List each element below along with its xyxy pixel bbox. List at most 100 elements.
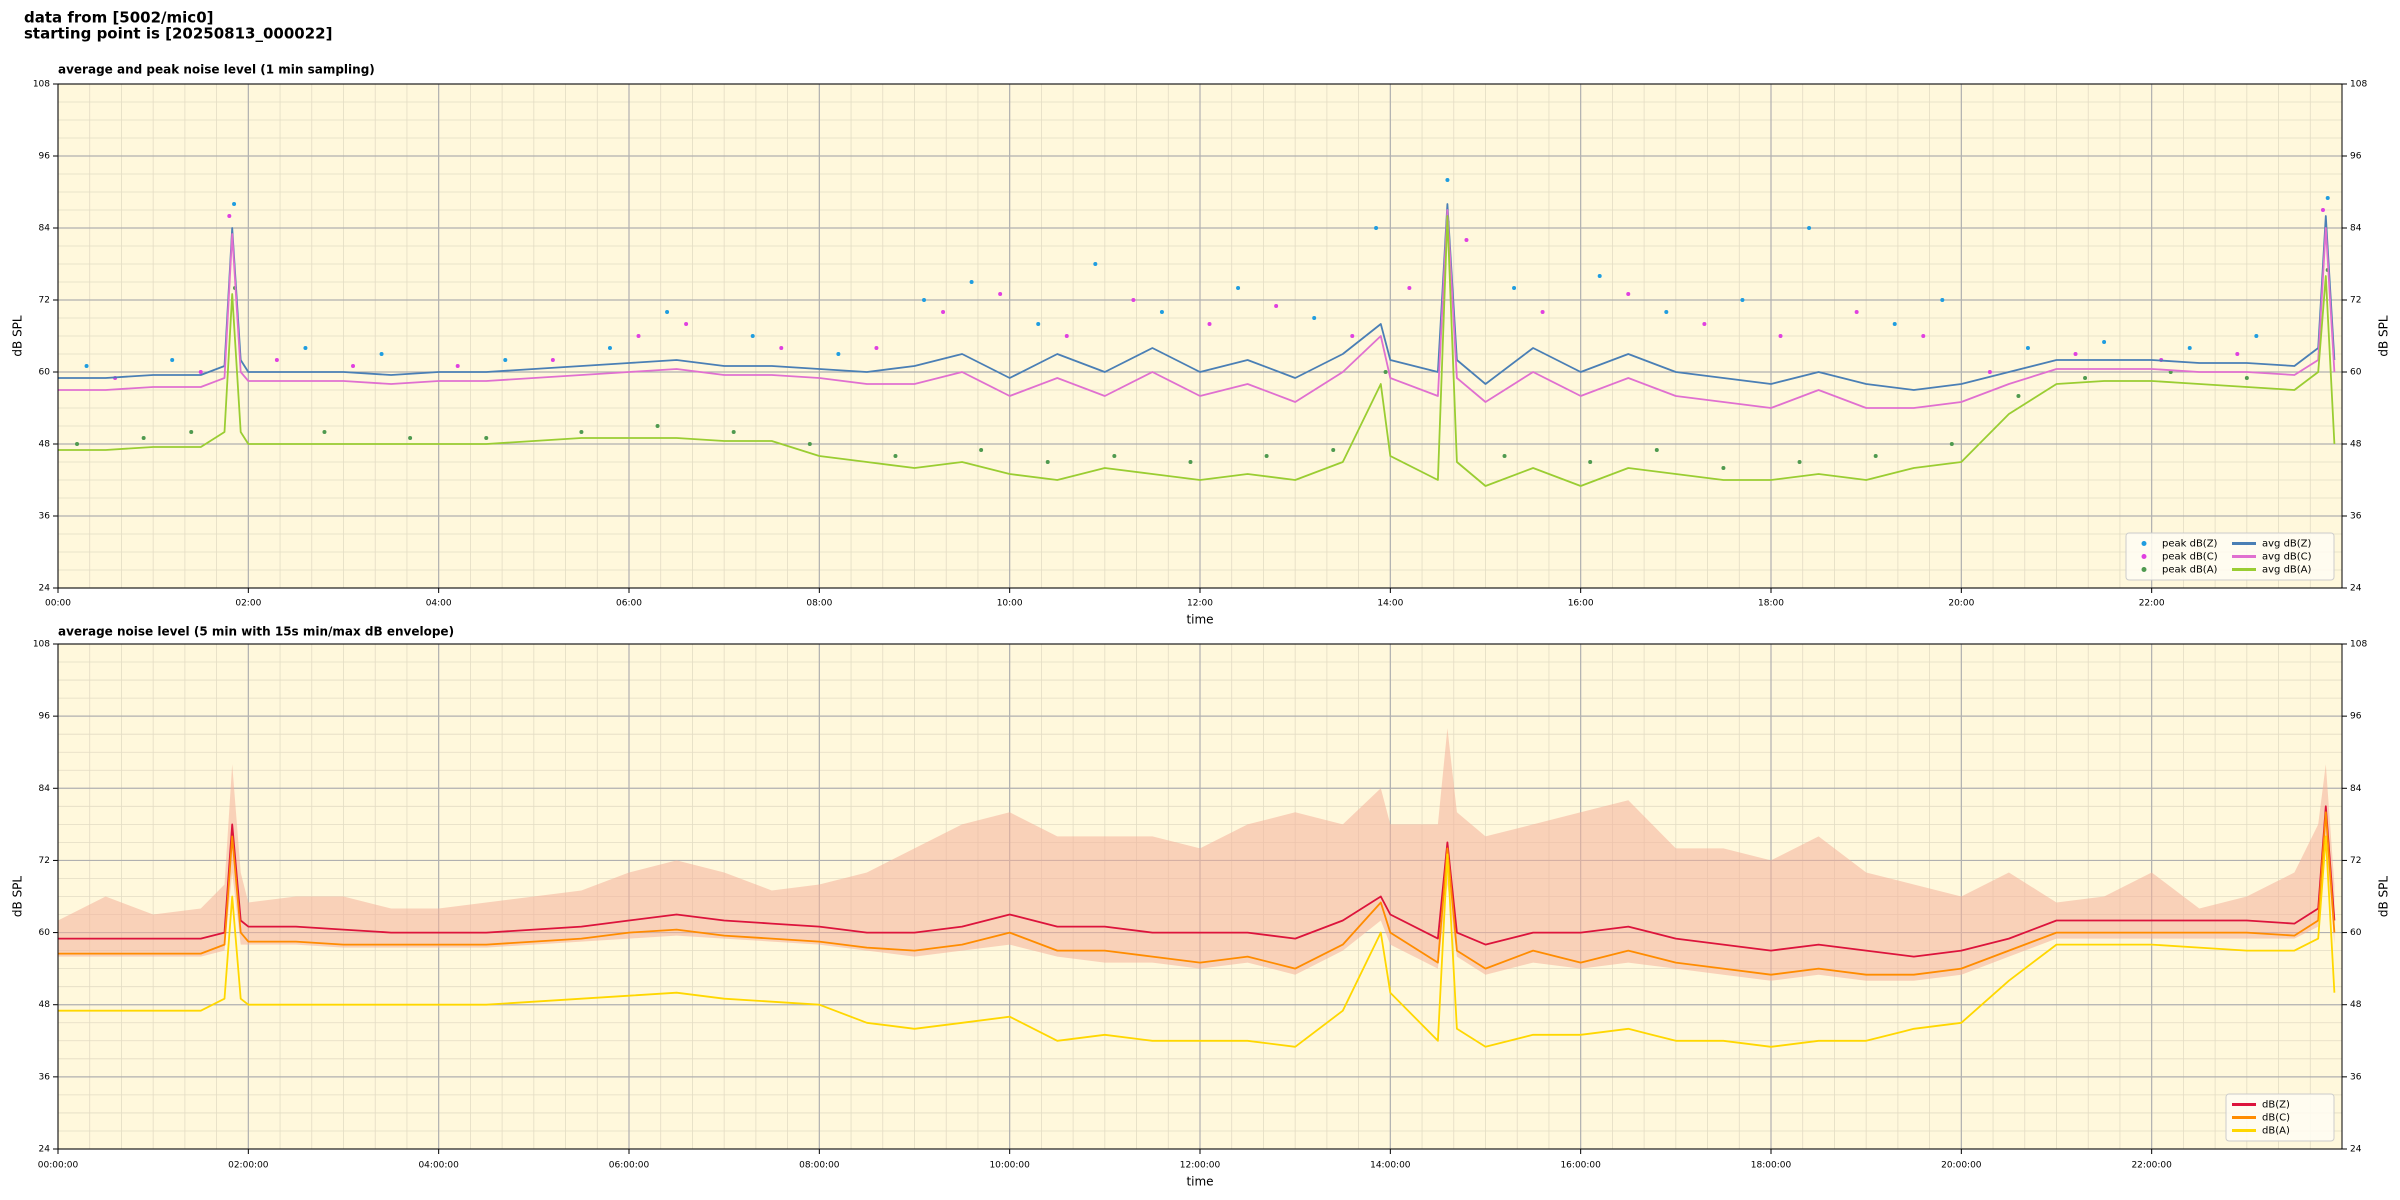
peak-point (1626, 292, 1631, 296)
x-tick-label: 04:00:00 (418, 1161, 459, 1171)
peak-point (227, 214, 232, 218)
peak-point (1702, 322, 1707, 326)
plot-frame (57, 83, 2343, 589)
peak-point (1045, 460, 1050, 464)
peak-point (750, 334, 755, 338)
peak-point (2320, 208, 2325, 212)
legend-label: dB(Z) (2262, 1100, 2290, 1111)
peak-point (779, 346, 784, 350)
x-tick-label: 20:00:00 (1941, 1161, 1982, 1171)
y-tick-label: 84 (39, 784, 51, 794)
peak-point (1331, 448, 1336, 452)
y-tick-label-right: 72 (2350, 856, 2361, 866)
x-axis-label: time (1186, 613, 1213, 627)
series-line (58, 835, 2336, 1048)
y-tick-label: 108 (33, 640, 50, 650)
peak-point (503, 358, 508, 362)
series-line (58, 215, 2336, 487)
y-tick-label-right: 24 (2350, 584, 2362, 594)
x-tick-label: 10:00 (997, 599, 1023, 609)
y-axis-label-right: dB SPL (2377, 315, 2391, 357)
peak-point (1445, 178, 1450, 182)
y-tick-label-right: 96 (2350, 712, 2362, 722)
x-tick-label: 22:00:00 (2131, 1161, 2172, 1171)
y-tick-label-right: 84 (2350, 784, 2362, 794)
peak-point (1093, 262, 1098, 266)
y-tick-label-right: 72 (2350, 296, 2361, 306)
peak-point (232, 202, 237, 206)
y-tick-label-right: 108 (2350, 640, 2367, 650)
peak-point (170, 358, 175, 362)
legend-box (2125, 532, 2335, 581)
legend-marker (2141, 554, 2147, 559)
peak-point (408, 436, 413, 440)
peak-point (274, 358, 279, 362)
peak-point (1131, 298, 1136, 302)
legend-label: peak dB(Z) (2162, 539, 2218, 550)
peak-point (1987, 370, 1992, 374)
y-tick-label: 24 (39, 584, 51, 594)
x-tick-label: 08:00 (806, 599, 832, 609)
peak-point (2016, 394, 2021, 398)
peak-point (979, 448, 984, 452)
peak-point (1036, 322, 1041, 326)
peak-point (665, 310, 670, 314)
y-tick-label: 96 (39, 712, 51, 722)
legend-label: avg dB(Z) (2262, 539, 2312, 550)
y-tick-label-right: 96 (2350, 152, 2362, 162)
series-line (58, 203, 2336, 391)
x-tick-label: 14:00:00 (1370, 1161, 1411, 1171)
y-tick-label: 108 (33, 80, 50, 90)
x-tick-label: 10:00:00 (989, 1161, 1030, 1171)
peak-point (2244, 376, 2249, 380)
peak-point (1159, 310, 1164, 314)
peak-point (455, 364, 460, 368)
peak-point (941, 310, 946, 314)
peak-point (2187, 346, 2192, 350)
peak-point (1374, 226, 1379, 230)
x-tick-label: 16:00:00 (1560, 1161, 1601, 1171)
peak-point (303, 346, 308, 350)
x-tick-label: 12:00:00 (1180, 1161, 1221, 1171)
peak-point (1940, 298, 1945, 302)
peak-point (2102, 340, 2107, 344)
y-tick-label-right: 48 (2350, 1000, 2362, 1010)
peak-point (1512, 286, 1517, 290)
peak-point (893, 454, 898, 458)
series-line (58, 805, 2336, 958)
x-tick-label: 02:00:00 (228, 1161, 269, 1171)
y-tick-label: 72 (39, 296, 50, 306)
y-tick-label: 24 (39, 1145, 51, 1155)
y-tick-label: 36 (39, 512, 51, 522)
y-tick-label-right: 60 (2350, 368, 2362, 378)
y-tick-label-right: 24 (2350, 1145, 2362, 1155)
peak-point (1740, 298, 1745, 302)
peak-point (1540, 310, 1545, 314)
peak-point (2073, 352, 2078, 356)
peak-point (1112, 454, 1117, 458)
y-tick-label-right: 108 (2350, 80, 2367, 90)
series-line (58, 209, 2336, 409)
header-line: starting point is [20250813_000022] (24, 25, 332, 43)
x-tick-label: 02:00 (235, 599, 261, 609)
peak-point (836, 352, 841, 356)
peak-point (1654, 448, 1659, 452)
peak-point (84, 364, 89, 368)
peak-point (189, 430, 194, 434)
peak-point (2235, 352, 2240, 356)
legend-label: dB(C) (2262, 1113, 2290, 1124)
peak-point (75, 442, 80, 446)
peak-point (2083, 376, 2088, 380)
y-axis-label-right: dB SPL (2377, 876, 2391, 918)
legend-marker (2141, 541, 2147, 546)
legend-marker (2141, 567, 2147, 572)
x-tick-label: 06:00 (616, 599, 642, 609)
peak-point (1588, 460, 1593, 464)
y-tick-label: 60 (39, 368, 51, 378)
peak-point (636, 334, 641, 338)
y-tick-label: 36 (39, 1072, 51, 1082)
legend-label: peak dB(A) (2162, 565, 2218, 576)
peak-point (1383, 370, 1388, 374)
peak-point (2325, 196, 2330, 200)
